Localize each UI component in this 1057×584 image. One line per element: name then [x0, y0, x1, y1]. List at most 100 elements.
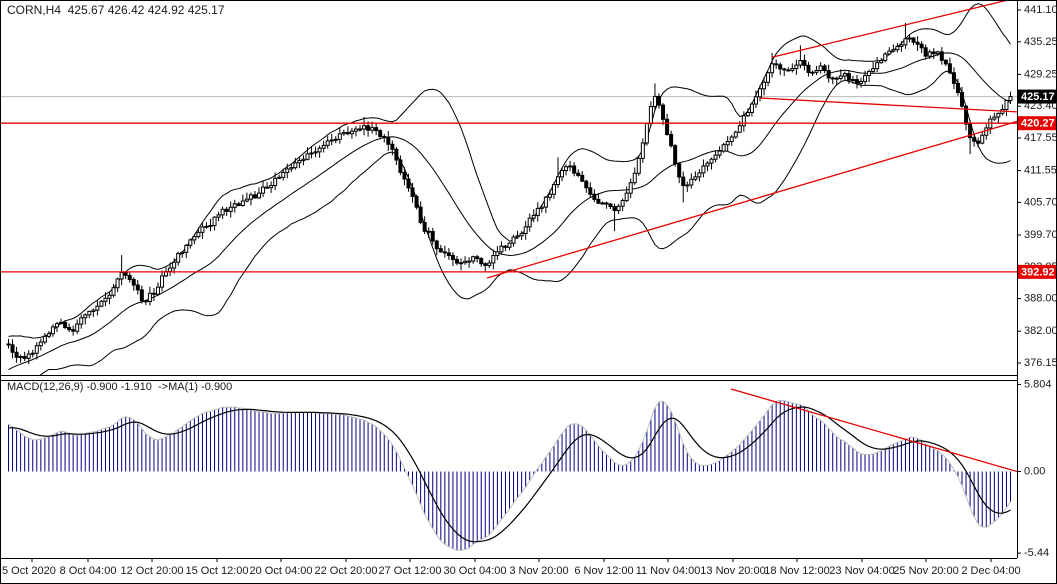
- macd-panel-layer: [8, 388, 1017, 552]
- candle-body: [333, 138, 338, 141]
- candle-body: [923, 47, 928, 57]
- macd-descending-trendline[interactable]: [730, 388, 1017, 473]
- candle-body: [285, 168, 290, 174]
- price-badge-text: 420.27: [1021, 118, 1055, 130]
- candle-body: [1004, 99, 1009, 110]
- price-axis-label: 376.15: [1024, 357, 1057, 369]
- candle-body: [955, 82, 960, 94]
- time-axis[interactable]: [0, 558, 1017, 584]
- candle-body: [257, 192, 261, 199]
- candle-body: [341, 132, 346, 135]
- candle-body: [349, 130, 354, 135]
- candle-body: [200, 226, 205, 233]
- candle-body: [608, 203, 613, 208]
- candle-body: [564, 166, 569, 172]
- candle-body: [131, 278, 136, 286]
- trendline-descending-minor[interactable]: [759, 97, 1017, 113]
- candle-body: [160, 275, 165, 288]
- candle-body: [418, 206, 423, 224]
- candle-body: [281, 172, 286, 178]
- candle-body: [729, 136, 734, 143]
- trendline-ascending-support-long[interactable]: [486, 120, 1017, 279]
- candle-body: [1008, 96, 1013, 101]
- candle-body: [758, 88, 762, 98]
- candle-body: [947, 63, 952, 74]
- candle-body: [596, 198, 601, 204]
- price-axis-label: 435.25: [1024, 36, 1057, 48]
- candle-body: [786, 69, 791, 72]
- candle-body: [790, 67, 795, 71]
- trendline-ascending-resistance-upper[interactable]: [771, 0, 1016, 58]
- candle-body: [770, 63, 775, 74]
- date-axis-label: 2 Dec 04:00: [961, 565, 1020, 577]
- candle-body: [951, 72, 956, 84]
- date-axis-label: 30 Oct 04:00: [444, 565, 507, 577]
- candle-body: [305, 153, 310, 160]
- candle-body: [467, 260, 472, 263]
- candle-body: [822, 65, 827, 72]
- candle-body: [91, 309, 96, 312]
- candle-body: [919, 43, 924, 49]
- candle-body: [782, 68, 787, 71]
- candle-body: [22, 356, 27, 359]
- candle-body: [661, 104, 666, 120]
- candle-body: [26, 353, 31, 359]
- candle-body: [531, 214, 536, 219]
- candle-body: [422, 222, 427, 232]
- candle-body: [697, 172, 702, 178]
- candle-body: [95, 305, 100, 311]
- price-badge-425.17: 425.17: [1018, 89, 1056, 104]
- candle-body: [806, 64, 811, 74]
- candle-body: [406, 178, 411, 189]
- candle-body: [939, 51, 944, 61]
- candle-body: [6, 343, 11, 346]
- candles-layer: [6, 23, 1013, 365]
- price-axis-label: 441.10: [1024, 4, 1057, 16]
- candle-body: [899, 44, 904, 47]
- candle-body: [632, 172, 637, 184]
- candle-body: [483, 263, 488, 266]
- candle-body: [325, 140, 330, 146]
- candle-body: [903, 38, 908, 46]
- candle-body: [762, 81, 767, 90]
- candle-body: [935, 51, 940, 55]
- candle-body: [248, 194, 253, 200]
- date-axis-label: 20 Oct 04:00: [250, 565, 313, 577]
- candle-body: [176, 252, 181, 263]
- candle-body: [479, 258, 484, 265]
- candle-body: [555, 176, 560, 186]
- candle-body: [685, 184, 690, 187]
- candle-body: [442, 251, 447, 254]
- candle-body: [135, 284, 140, 291]
- candle-body: [273, 177, 278, 187]
- price-axis-label: 405.70: [1024, 196, 1057, 208]
- candle-body: [600, 202, 605, 205]
- candle-body: [794, 64, 799, 69]
- candle-body: [535, 207, 540, 216]
- candle-body: [850, 79, 855, 82]
- candle-body: [705, 162, 710, 167]
- candle-body: [297, 160, 302, 164]
- candle-body: [313, 151, 318, 154]
- candle-body: [628, 182, 633, 194]
- candle-body: [289, 167, 294, 170]
- bollinger-lower-band: [39, 70, 1011, 375]
- candle-body: [644, 123, 649, 144]
- price-axis-labels: 441.10435.25429.25423.40417.55411.55405.…: [1017, 4, 1057, 369]
- candle-body: [208, 224, 213, 227]
- candle-body: [624, 192, 629, 202]
- macd-signal-line: [8, 406, 1011, 543]
- macd-axis-label: -5.44: [1024, 547, 1049, 559]
- candle-body: [232, 203, 237, 208]
- candle-body: [370, 127, 375, 131]
- candle-body: [826, 70, 831, 79]
- candle-body: [830, 77, 835, 80]
- candle-body: [374, 127, 379, 132]
- candle-body: [46, 333, 51, 337]
- candle-body: [487, 262, 492, 266]
- price-axis[interactable]: [1017, 0, 1057, 558]
- candle-body: [471, 256, 476, 262]
- candle-body: [887, 50, 892, 55]
